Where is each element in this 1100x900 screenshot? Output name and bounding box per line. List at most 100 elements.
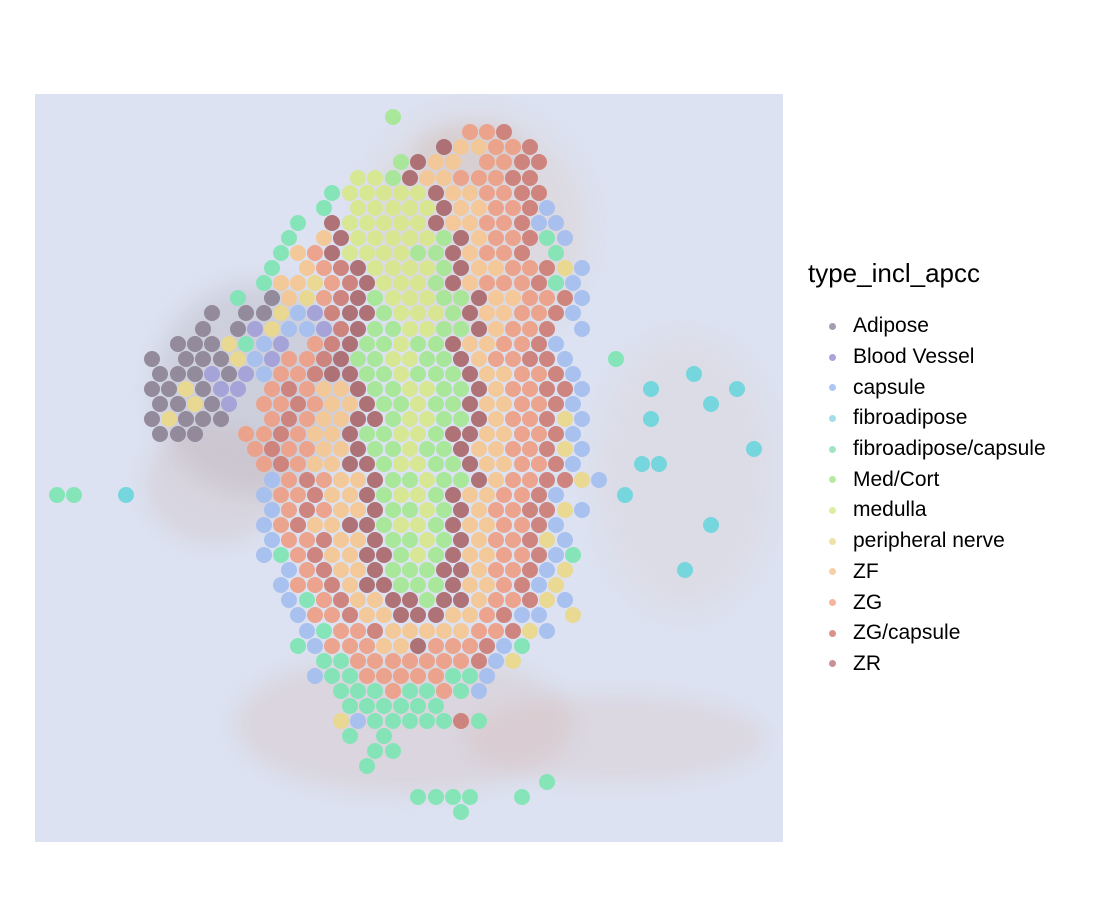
spot-zf (401, 622, 418, 639)
spot-capsule (307, 637, 324, 654)
spot-capsule (350, 713, 367, 730)
spot-zg (479, 124, 496, 141)
spot-zr (470, 320, 487, 337)
spot-zr (333, 229, 349, 246)
spot-capsule (556, 229, 573, 246)
spot-zg-capsule (548, 305, 564, 322)
spot-zr (358, 516, 375, 533)
spot-zg (479, 607, 496, 624)
spot-fibroadipose-capsule (66, 486, 83, 503)
spot-fibroadipose-capsule (419, 713, 435, 730)
spot-blood-vessel (204, 365, 220, 382)
spot-zg (401, 652, 418, 669)
spot-capsule (496, 637, 513, 654)
spot-adipose (212, 350, 229, 367)
spot-zf (444, 184, 461, 201)
spot-zg (281, 441, 298, 458)
spot-zf (333, 471, 349, 488)
spot-zr (358, 486, 375, 503)
spot-fibroadipose-capsule (333, 652, 349, 669)
spot-zr (470, 290, 487, 307)
spot-med-cort (453, 290, 470, 307)
spot-med-cort (376, 305, 392, 322)
legend-swatch-icon (829, 506, 836, 514)
spot-zr (341, 516, 358, 533)
spot-fibroadipose-capsule (513, 788, 530, 805)
spot-zf (341, 396, 358, 412)
spot-zg-capsule (315, 562, 332, 579)
spot-med-cort (376, 426, 392, 443)
spot-adipose (255, 305, 272, 322)
legend-item-peripheral-nerve: peripheral nerve (808, 526, 1046, 557)
spot-zf (470, 229, 487, 246)
spot-capsule (556, 531, 573, 548)
spot-zr (358, 577, 375, 594)
spot-zg (272, 486, 289, 503)
spot-capsule (565, 396, 582, 412)
spot-capsule (573, 501, 590, 518)
spot-zg-capsule (522, 139, 539, 156)
spot-fibroadipose (616, 486, 633, 503)
spot-zg (427, 637, 444, 654)
spot-zg (530, 305, 547, 322)
spot-medulla (419, 471, 435, 488)
spot-zg (522, 411, 539, 428)
spot-med-cort (384, 441, 401, 458)
spot-zr (444, 486, 461, 503)
spot-fibroadipose-capsule (565, 547, 582, 563)
spot-blood-vessel (212, 380, 229, 397)
spot-fibroadipose-capsule (539, 773, 556, 790)
spot-zr (358, 275, 375, 292)
spot-zr (470, 471, 487, 488)
spot-capsule (513, 607, 530, 624)
spot-zg-capsule (530, 547, 547, 563)
spot-zg (324, 275, 341, 292)
legend-item-fibroadipose: fibroadipose (808, 403, 1046, 434)
spot-fibroadipose-capsule (49, 486, 66, 503)
spot-fibroadipose-capsule (229, 290, 246, 307)
spot-capsule (255, 516, 272, 533)
spot-blood-vessel (238, 365, 255, 382)
spot-fibroadipose-capsule (367, 682, 384, 699)
spot-zg (281, 350, 298, 367)
spot-capsule (556, 592, 573, 609)
spot-capsule (530, 214, 547, 231)
spot-zg (462, 124, 478, 141)
spot-fibroadipose (677, 562, 693, 579)
spot-zf (453, 199, 470, 216)
spot-fibroadipose-capsule (272, 547, 289, 563)
spot-med-cort (427, 275, 444, 292)
spot-medulla (401, 260, 418, 277)
spot-fibroadipose-capsule (427, 788, 444, 805)
spot-med-cort (384, 471, 401, 488)
spot-zr (341, 305, 358, 322)
spot-adipose (212, 411, 229, 428)
spot-zf (444, 214, 461, 231)
spot-zg-capsule (548, 396, 564, 412)
spot-zr (444, 245, 461, 261)
spot-zf (436, 169, 453, 186)
spot-med-cort (384, 411, 401, 428)
spot-zg-capsule (539, 260, 556, 277)
spot-zf (496, 305, 513, 322)
spot-zg-capsule (522, 592, 539, 609)
legend-label: peripheral nerve (853, 529, 1005, 553)
spot-zg-capsule (341, 275, 358, 292)
legend-item-fibroadipose-capsule: fibroadipose/capsule (808, 434, 1046, 465)
spot-medulla (393, 214, 410, 231)
spot-zg-capsule (333, 320, 349, 337)
spot-zf (496, 365, 513, 382)
spot-med-cort (367, 290, 384, 307)
spot-medulla (401, 290, 418, 307)
spot-zf (462, 245, 478, 261)
spot-zg (505, 229, 521, 246)
legend-item-capsule: capsule (808, 372, 1046, 403)
legend-swatch-icon (829, 414, 836, 422)
spot-zg-capsule (530, 516, 547, 533)
spot-fibroadipose-capsule (376, 728, 392, 745)
spot-zf (419, 622, 435, 639)
spot-zg (513, 396, 530, 412)
spot-fibroadipose-capsule (393, 698, 410, 714)
spot-zr (341, 365, 358, 382)
spot-medulla (384, 350, 401, 367)
